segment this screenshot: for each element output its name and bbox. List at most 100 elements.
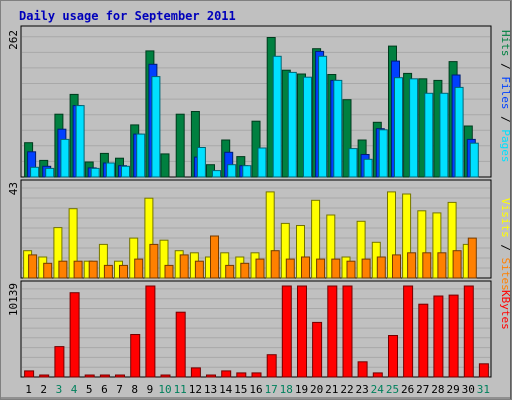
bar-sites-day-23 bbox=[361, 258, 371, 279]
bar-pages-day-30 bbox=[469, 142, 479, 178]
bar-pages-day-5 bbox=[90, 167, 100, 178]
bar-pages-day-6 bbox=[105, 162, 115, 178]
bar-sites-day-25 bbox=[392, 254, 401, 279]
x-tick-label-2: 2 bbox=[40, 383, 47, 396]
bar-kbytes-day-22 bbox=[342, 285, 353, 378]
legend-kbytes: KBytes bbox=[499, 290, 512, 330]
bar-kbytes-day-29 bbox=[448, 294, 459, 378]
bar-visits-day-8 bbox=[129, 237, 139, 279]
x-tick-label-11: 11 bbox=[174, 383, 187, 396]
x-tick-label-6: 6 bbox=[101, 383, 108, 396]
bar-pages-day-21 bbox=[333, 79, 343, 178]
x-tick-label-28: 28 bbox=[431, 383, 444, 396]
bar-kbytes-day-13 bbox=[206, 374, 216, 378]
bar-visits-day-3 bbox=[53, 227, 63, 279]
bar-sites-day-6 bbox=[103, 264, 113, 279]
x-tick-label-1: 1 bbox=[25, 383, 32, 396]
x-tick-label-24: 24 bbox=[371, 383, 385, 396]
x-tick-label-25: 25 bbox=[386, 383, 399, 396]
bar-kbytes-day-17 bbox=[266, 354, 277, 378]
bar-kbytes-day-4 bbox=[69, 292, 80, 378]
bar-pages-day-16 bbox=[257, 147, 267, 178]
bar-kbytes-day-16 bbox=[251, 372, 262, 378]
x-tick-label-20: 20 bbox=[310, 383, 323, 396]
x-tick-label-10: 10 bbox=[158, 383, 171, 396]
bar-sites-day-8 bbox=[134, 258, 144, 279]
bar-hits-day-10 bbox=[160, 153, 170, 178]
bar-pages-day-19 bbox=[303, 76, 312, 178]
bar-pages-day-17 bbox=[272, 55, 282, 178]
bar-kbytes-day-27 bbox=[418, 303, 429, 378]
bar-sites-day-28 bbox=[437, 252, 447, 279]
bar-pages-day-26 bbox=[409, 78, 419, 178]
bar-pages-day-15 bbox=[242, 165, 252, 178]
bar-sites-day-13 bbox=[210, 235, 219, 279]
bar-pages-day-14 bbox=[227, 164, 237, 178]
bar-pages-day-22 bbox=[348, 148, 358, 178]
bar-kbytes-day-26 bbox=[403, 285, 414, 378]
bar-visits-day-27 bbox=[417, 210, 427, 279]
x-tick-label-4: 4 bbox=[71, 383, 78, 396]
bar-kbytes-day-28 bbox=[433, 295, 444, 378]
bar-kbytes-day-18 bbox=[281, 285, 292, 378]
legend-item: / bbox=[499, 110, 512, 130]
bar-kbytes-day-3 bbox=[54, 346, 65, 378]
bar-pages-day-27 bbox=[424, 92, 434, 178]
bar-sites-day-26 bbox=[407, 252, 417, 279]
bar-sites-day-12 bbox=[194, 260, 204, 279]
bar-hits-day-22 bbox=[342, 99, 352, 178]
x-tick-label-7: 7 bbox=[116, 383, 123, 396]
bar-visits-day-25 bbox=[387, 191, 396, 279]
x-tick-label-15: 15 bbox=[234, 383, 247, 396]
bar-pages-day-9 bbox=[151, 76, 161, 178]
bar-kbytes-day-30 bbox=[463, 285, 474, 378]
bar-pages-day-24 bbox=[378, 129, 388, 178]
bar-pages-day-25 bbox=[394, 77, 403, 178]
bar-sites-day-2 bbox=[43, 262, 53, 279]
bar-sites-day-9 bbox=[149, 243, 159, 279]
x-tick-label-17: 17 bbox=[265, 383, 278, 396]
bar-sites-day-14 bbox=[225, 264, 235, 279]
legend-item: Files bbox=[499, 76, 512, 109]
bar-sites-day-27 bbox=[422, 252, 432, 279]
bar-sites-day-7 bbox=[119, 264, 128, 279]
bar-pages-day-4 bbox=[75, 105, 85, 178]
bar-sites-day-21 bbox=[331, 258, 341, 279]
x-tick-label-27: 27 bbox=[416, 383, 429, 396]
legend-visits-sites: Visits / Sites bbox=[499, 198, 512, 291]
bar-sites-day-1 bbox=[28, 254, 38, 279]
bar-pages-day-29 bbox=[454, 86, 464, 178]
legend-hits-files-pages: Hits / Files / Pages bbox=[499, 30, 512, 163]
ymax-label: 10139 bbox=[7, 283, 20, 316]
bar-kbytes-day-20 bbox=[312, 321, 323, 378]
bar-sites-day-18 bbox=[285, 258, 295, 279]
bar-kbytes-day-6 bbox=[99, 374, 110, 378]
bar-visits-day-28 bbox=[432, 212, 442, 279]
legend-item: Sites bbox=[499, 258, 512, 291]
bar-sites-day-19 bbox=[301, 256, 310, 279]
bar-sites-day-16 bbox=[255, 258, 265, 279]
bar-kbytes-day-15 bbox=[236, 372, 247, 378]
bar-visits-day-9 bbox=[144, 197, 154, 279]
x-tick-label-8: 8 bbox=[131, 383, 138, 396]
bar-sites-day-5 bbox=[88, 260, 98, 279]
bar-sites-day-11 bbox=[179, 254, 189, 279]
bar-kbytes-day-9 bbox=[145, 285, 156, 378]
bar-kbytes-day-1 bbox=[24, 370, 35, 378]
bar-pages-day-23 bbox=[363, 158, 373, 178]
x-tick-label-30: 30 bbox=[462, 383, 475, 396]
bar-visits-day-6 bbox=[98, 243, 108, 279]
x-tick-label-29: 29 bbox=[446, 383, 459, 396]
x-tick-label-14: 14 bbox=[219, 383, 233, 396]
legend-item: Hits bbox=[499, 30, 512, 57]
bar-kbytes-day-5 bbox=[84, 374, 95, 378]
bar-visits-day-17 bbox=[265, 191, 275, 279]
bar-kbytes-day-19 bbox=[297, 285, 307, 378]
bar-visits-day-29 bbox=[447, 201, 457, 279]
x-tick-label-12: 12 bbox=[189, 383, 202, 396]
bar-pages-day-8 bbox=[136, 133, 146, 178]
x-tick-label-3: 3 bbox=[56, 383, 63, 396]
x-tick-label-16: 16 bbox=[249, 383, 262, 396]
legend-item: Pages bbox=[499, 129, 512, 162]
